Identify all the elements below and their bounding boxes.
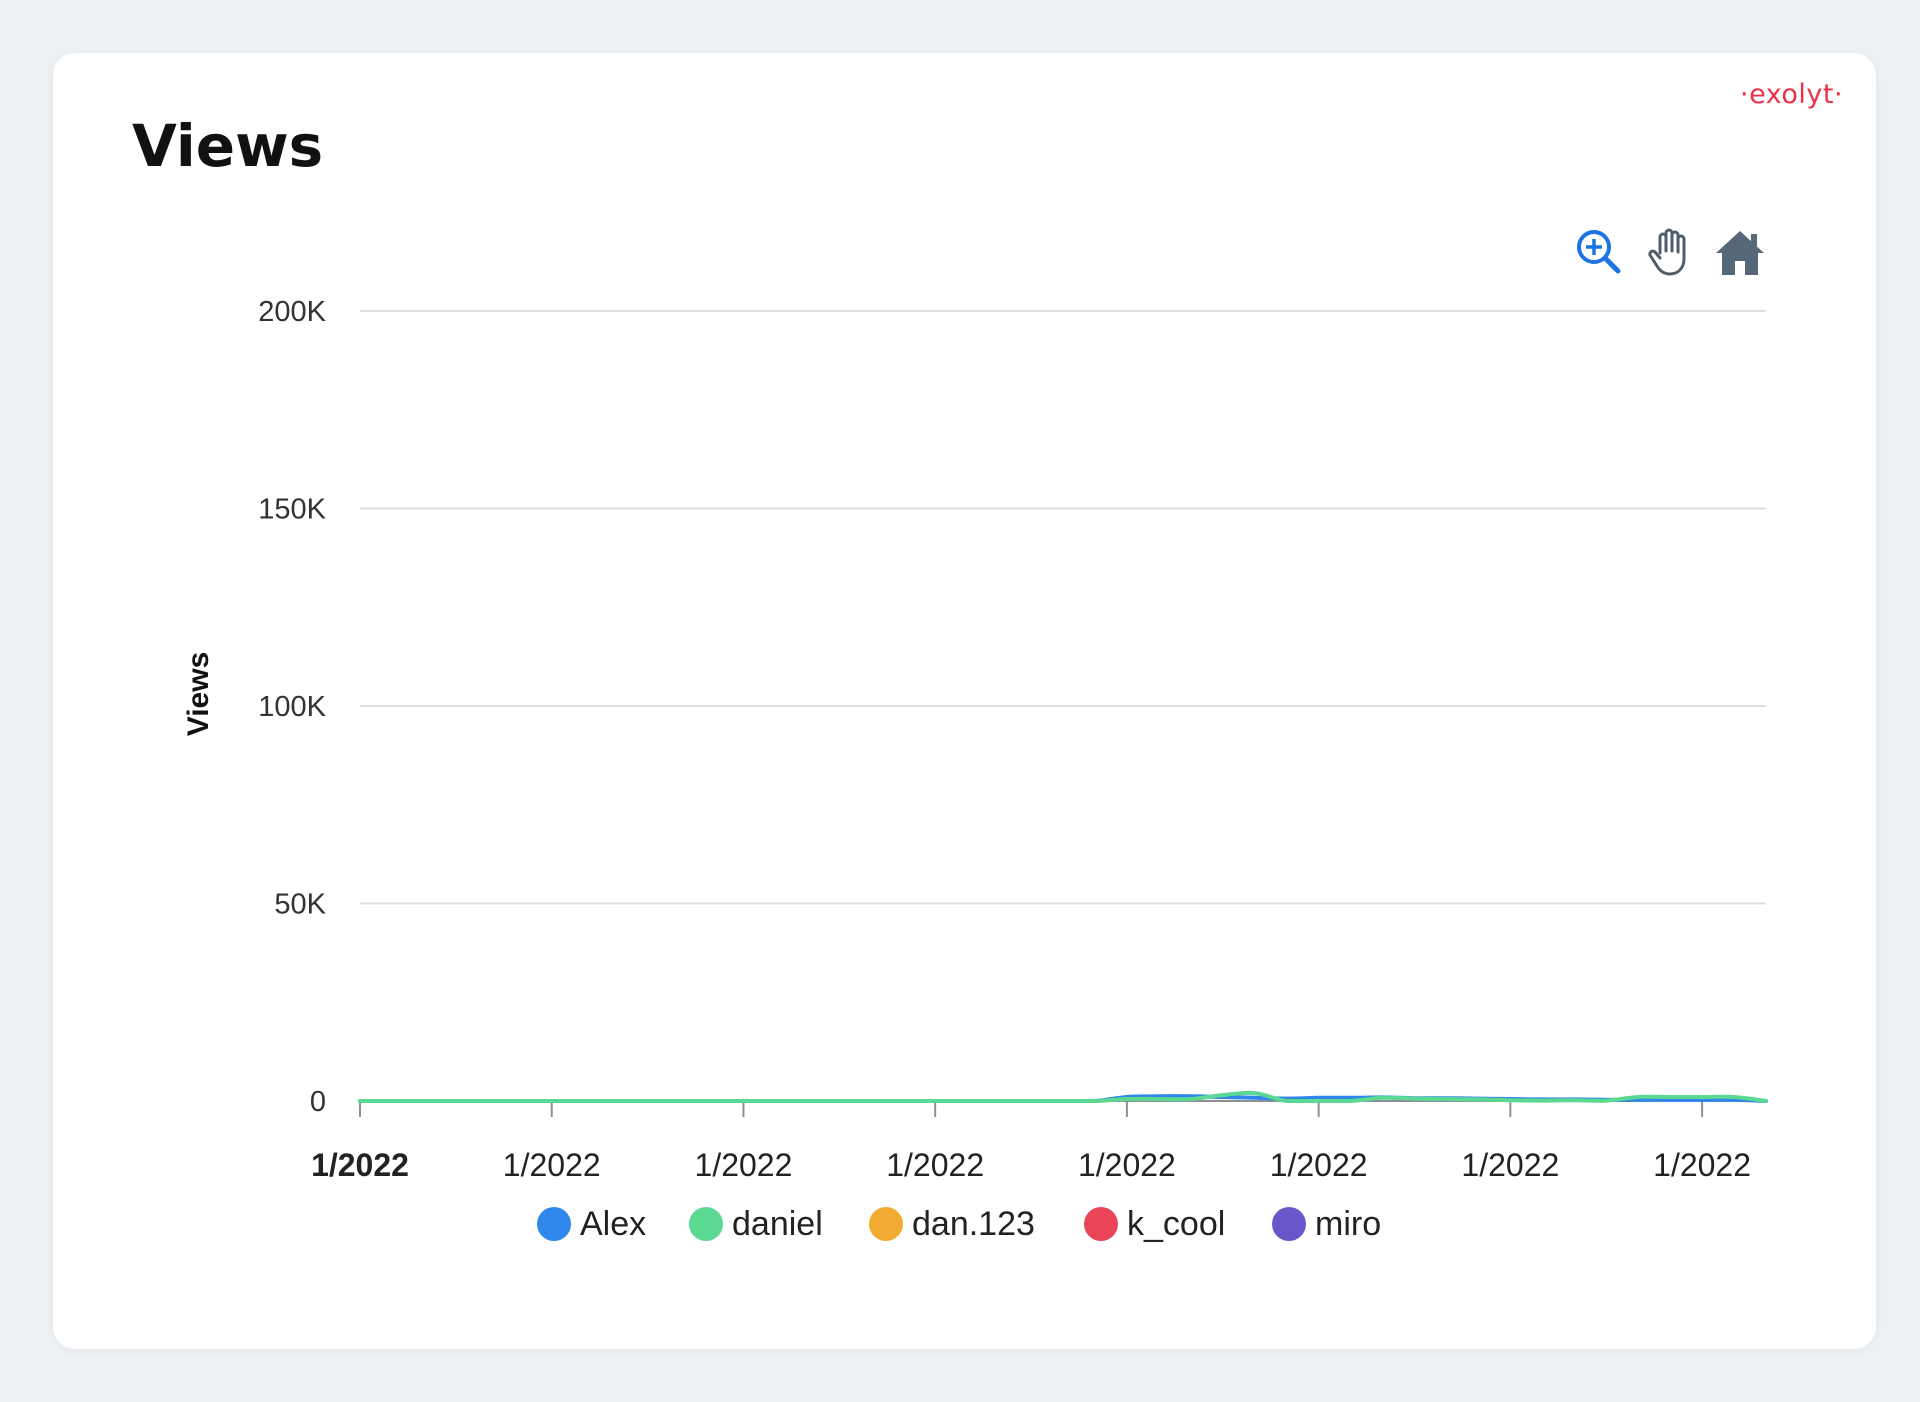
x-tick-label: 1/2022	[1653, 1147, 1751, 1183]
legend-dot	[537, 1207, 571, 1241]
x-tick-label: 1/2022	[503, 1147, 601, 1183]
chart-title: Views	[132, 112, 324, 180]
x-tick-label: 1/2022	[1270, 1147, 1368, 1183]
y-tick-label: 100K	[258, 691, 326, 723]
home-icon[interactable]	[1712, 225, 1768, 281]
y-tick-label: 150K	[258, 494, 326, 526]
pan-hand-icon[interactable]	[1642, 225, 1698, 281]
legend-item-miro[interactable]: miro	[1272, 1205, 1381, 1243]
y-tick-label: 50K	[274, 889, 326, 921]
legend-item-daniel[interactable]: daniel	[689, 1205, 823, 1243]
series-line-daniel	[358, 1090, 1768, 1103]
y-tick-label: 0	[310, 1086, 326, 1118]
series-lines	[358, 1090, 1768, 1103]
y-axis-title: Views	[182, 652, 215, 737]
legend-label: dan.123	[912, 1205, 1035, 1243]
legend-label: daniel	[732, 1205, 823, 1243]
legend-dot	[1272, 1207, 1306, 1241]
legend-label: Alex	[580, 1205, 646, 1243]
legend-dot	[689, 1207, 723, 1241]
legend-dot	[869, 1207, 903, 1241]
legend-label: miro	[1315, 1205, 1381, 1243]
exolyt-logo: ·exolyt·	[1740, 79, 1844, 110]
legend[interactable]: Alex daniel dan.123 k_cool miro	[537, 1205, 1381, 1243]
x-tick-label: 1/2022	[311, 1147, 409, 1183]
legend-dot	[1084, 1207, 1118, 1241]
legend-label: k_cool	[1127, 1205, 1225, 1243]
zoom-in-icon[interactable]	[1572, 225, 1628, 281]
x-tick-label: 1/2022	[1461, 1147, 1559, 1183]
y-tick-label: 200K	[258, 296, 326, 328]
y-axis-tick-labels: 0 50K 100K 150K 200K	[258, 296, 326, 1118]
x-axis: 1/2022 1/2022 1/2022 1/2022 1/2022 1/2022 1/20…	[311, 1100, 1766, 1183]
x-tick-label: 1/2022	[1078, 1147, 1176, 1183]
x-tick-label: 1/2022	[886, 1147, 984, 1183]
x-tick-label: 1/2022	[695, 1147, 793, 1183]
legend-item-alex[interactable]: Alex	[537, 1205, 646, 1243]
chart-card	[53, 53, 1876, 1349]
chart-toolbar	[1572, 225, 1772, 285]
legend-item-k-cool[interactable]: k_cool	[1084, 1205, 1225, 1243]
grid-lines	[360, 310, 1766, 905]
legend-item-dan-123[interactable]: dan.123	[869, 1205, 1035, 1243]
